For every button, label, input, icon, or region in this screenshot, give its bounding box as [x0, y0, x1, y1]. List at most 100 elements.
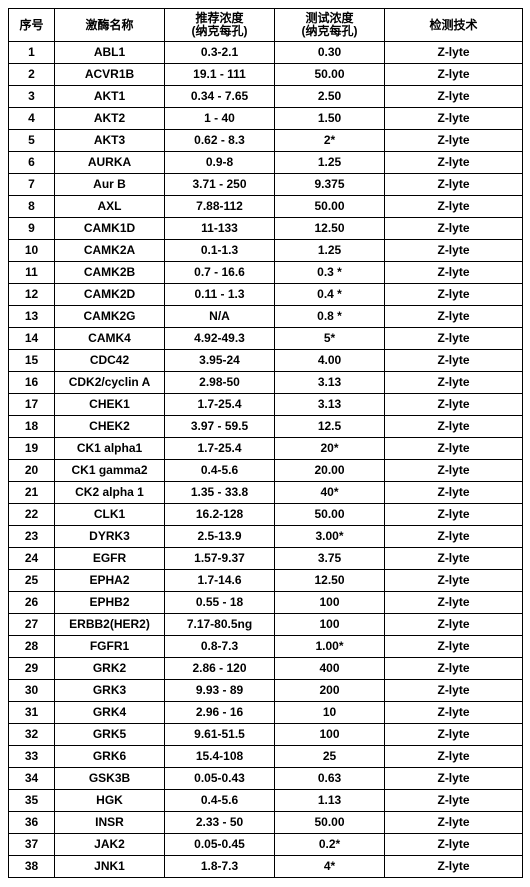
cell: 200: [275, 680, 385, 702]
table-row: 31GRK42.96 - 1610Z-lyte: [9, 702, 523, 724]
cell: 2.33 - 50: [165, 812, 275, 834]
cell: AKT2: [55, 108, 165, 130]
table-row: 34GSK3B0.05-0.430.63Z-lyte: [9, 768, 523, 790]
cell: Z-lyte: [385, 350, 523, 372]
cell: 26: [9, 592, 55, 614]
cell: 37: [9, 834, 55, 856]
cell: Z-lyte: [385, 592, 523, 614]
cell: AKT3: [55, 130, 165, 152]
table-row: 23DYRK32.5-13.93.00*Z-lyte: [9, 526, 523, 548]
cell: Z-lyte: [385, 856, 523, 878]
cell: 50.00: [275, 196, 385, 218]
cell: Z-lyte: [385, 438, 523, 460]
cell: ABL1: [55, 42, 165, 64]
cell: CAMK2A: [55, 240, 165, 262]
cell: 32: [9, 724, 55, 746]
cell: FGFR1: [55, 636, 165, 658]
cell: Z-lyte: [385, 108, 523, 130]
cell: 0.1-1.3: [165, 240, 275, 262]
cell: 7.88-112: [165, 196, 275, 218]
cell: 15: [9, 350, 55, 372]
cell: 0.62 - 8.3: [165, 130, 275, 152]
cell: 10: [275, 702, 385, 724]
col-header-rec: 推荐浓度(纳克每孔): [165, 9, 275, 42]
cell: 100: [275, 614, 385, 636]
cell: 29: [9, 658, 55, 680]
cell: 20: [9, 460, 55, 482]
cell: 2.96 - 16: [165, 702, 275, 724]
cell: 25: [275, 746, 385, 768]
cell: 4*: [275, 856, 385, 878]
table-row: 11CAMK2B0.7 - 16.60.3 *Z-lyte: [9, 262, 523, 284]
cell: 2.5-13.9: [165, 526, 275, 548]
cell: Z-lyte: [385, 42, 523, 64]
cell: ACVR1B: [55, 64, 165, 86]
cell: 0.34 - 7.65: [165, 86, 275, 108]
table-row: 1ABL10.3-2.10.30Z-lyte: [9, 42, 523, 64]
cell: 30: [9, 680, 55, 702]
cell: Z-lyte: [385, 306, 523, 328]
cell: 1.7-25.4: [165, 394, 275, 416]
cell: 6: [9, 152, 55, 174]
table-row: 33GRK615.4-10825Z-lyte: [9, 746, 523, 768]
cell: Z-lyte: [385, 724, 523, 746]
cell: 4.00: [275, 350, 385, 372]
cell: 25: [9, 570, 55, 592]
cell: CAMK2G: [55, 306, 165, 328]
cell: 1.57-9.37: [165, 548, 275, 570]
cell: 50.00: [275, 504, 385, 526]
table-row: 19CK1 alpha11.7-25.420*Z-lyte: [9, 438, 523, 460]
cell: 9.61-51.5: [165, 724, 275, 746]
cell: 9: [9, 218, 55, 240]
cell: GRK4: [55, 702, 165, 724]
cell: 19: [9, 438, 55, 460]
table-header: 序号 激酶名称 推荐浓度(纳克每孔) 测试浓度(纳克每孔) 检测技术: [9, 9, 523, 42]
cell: 0.8-7.3: [165, 636, 275, 658]
cell: 1.8-7.3: [165, 856, 275, 878]
table-row: 15CDC423.95-244.00Z-lyte: [9, 350, 523, 372]
cell: 7: [9, 174, 55, 196]
table-row: 37JAK20.05-0.450.2*Z-lyte: [9, 834, 523, 856]
cell: 15.4-108: [165, 746, 275, 768]
cell: Z-lyte: [385, 130, 523, 152]
cell: Z-lyte: [385, 394, 523, 416]
cell: AKT1: [55, 86, 165, 108]
cell: 3.75: [275, 548, 385, 570]
cell: 50.00: [275, 812, 385, 834]
cell: 1.35 - 33.8: [165, 482, 275, 504]
cell: 1.13: [275, 790, 385, 812]
table-row: 2ACVR1B19.1 - 11150.00Z-lyte: [9, 64, 523, 86]
cell: 100: [275, 592, 385, 614]
cell: Z-lyte: [385, 196, 523, 218]
cell: 28: [9, 636, 55, 658]
cell: 8: [9, 196, 55, 218]
cell: 1.7-25.4: [165, 438, 275, 460]
cell: 1.50: [275, 108, 385, 130]
cell: 3.71 - 250: [165, 174, 275, 196]
cell: Z-lyte: [385, 152, 523, 174]
cell: 7.17-80.5ng: [165, 614, 275, 636]
cell: Z-lyte: [385, 482, 523, 504]
table-row: 7Aur B3.71 - 2509.375Z-lyte: [9, 174, 523, 196]
cell: CAMK4: [55, 328, 165, 350]
cell: Z-lyte: [385, 526, 523, 548]
cell: JAK2: [55, 834, 165, 856]
cell: 23: [9, 526, 55, 548]
cell: 2: [9, 64, 55, 86]
table-row: 35HGK0.4-5.61.13Z-lyte: [9, 790, 523, 812]
cell: AURKA: [55, 152, 165, 174]
cell: Z-lyte: [385, 790, 523, 812]
table-row: 8AXL7.88-11250.00Z-lyte: [9, 196, 523, 218]
cell: Z-lyte: [385, 834, 523, 856]
cell: 1.00*: [275, 636, 385, 658]
cell: 10: [9, 240, 55, 262]
cell: AXL: [55, 196, 165, 218]
table-row: 36INSR2.33 - 5050.00Z-lyte: [9, 812, 523, 834]
cell: Z-lyte: [385, 86, 523, 108]
cell: Z-lyte: [385, 372, 523, 394]
table-row: 27ERBB2(HER2)7.17-80.5ng100Z-lyte: [9, 614, 523, 636]
cell: 0.05-0.43: [165, 768, 275, 790]
cell: JNK1: [55, 856, 165, 878]
cell: 50.00: [275, 64, 385, 86]
cell: HGK: [55, 790, 165, 812]
